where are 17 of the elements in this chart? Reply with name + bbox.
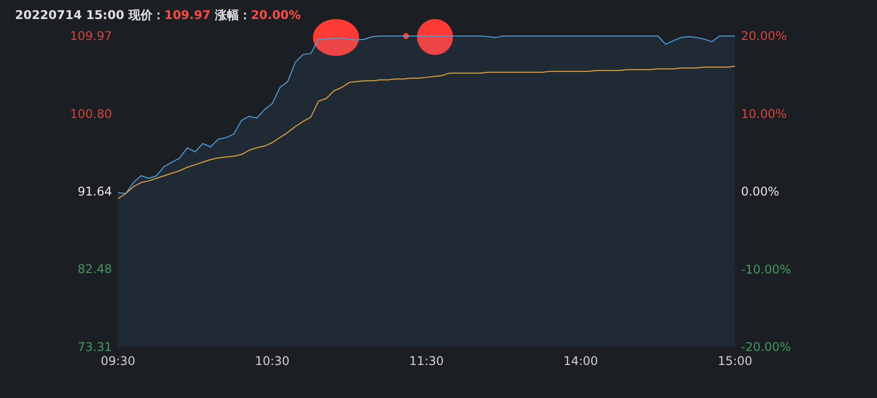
y2-tick-label: 0.00%: [741, 184, 780, 198]
y-tick-label: 73.31: [78, 340, 112, 354]
y-tick-label: 100.80: [70, 106, 112, 121]
x-tick-label: 09:30: [100, 354, 136, 368]
y2-tick-label: -10.00%: [741, 262, 792, 276]
y-tick-label: 109.97: [70, 29, 112, 43]
x-tick-label: 15:00: [718, 354, 752, 368]
y2-tick-label: 10.00%: [741, 106, 787, 121]
y-tick-label: 82.48: [78, 262, 112, 276]
y2-tick-label: 20.00%: [741, 29, 787, 43]
x-tick-label: 14:00: [563, 354, 598, 368]
x-tick-label: 11:30: [409, 354, 444, 368]
x-tick-label: 10:30: [254, 354, 290, 368]
y-tick-label: 91.64: [78, 184, 112, 198]
y2-tick-label: -20.00%: [741, 340, 792, 354]
line-series: [118, 66, 736, 200]
chart-title: 20220714 15:00 现价：109.97 涨幅：20.00%: [15, 8, 301, 22]
